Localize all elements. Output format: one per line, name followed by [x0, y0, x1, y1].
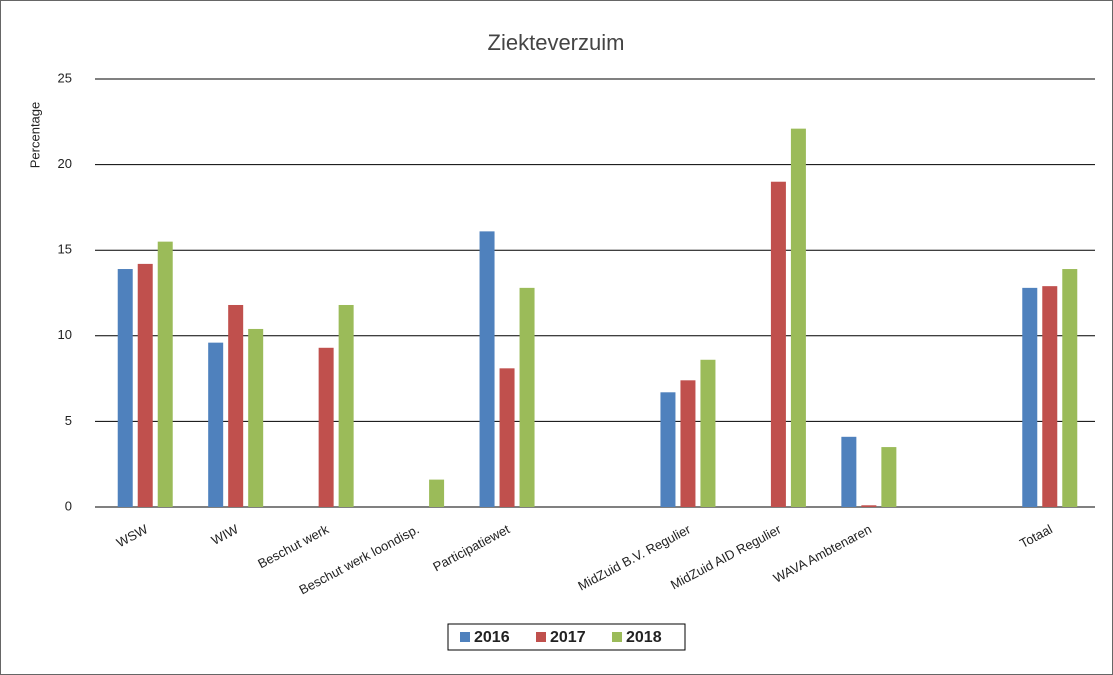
bar	[157, 241, 173, 507]
bar	[680, 380, 696, 507]
bar	[1062, 269, 1078, 507]
bar	[841, 436, 857, 507]
bar	[228, 304, 244, 507]
y-tick-label: 25	[58, 70, 72, 85]
legend-label: 2018	[626, 629, 662, 646]
bar	[790, 128, 806, 507]
bar	[1042, 286, 1058, 507]
bar	[318, 347, 334, 507]
legend-swatch	[612, 632, 622, 642]
y-tick-label: 10	[58, 327, 72, 342]
bar	[861, 505, 877, 507]
legend: 2016 2017 2018	[447, 623, 686, 651]
y-tick-label: 15	[58, 242, 72, 257]
bar	[338, 304, 354, 507]
bar	[429, 479, 445, 507]
legend-label: 2016	[474, 629, 510, 646]
bar	[660, 392, 676, 507]
bar	[700, 359, 716, 507]
bar	[137, 263, 153, 507]
bar	[770, 181, 786, 507]
chart-title: Ziekteverzuim	[488, 30, 625, 55]
bar	[1022, 287, 1038, 507]
bar	[117, 269, 133, 507]
bar	[499, 368, 515, 507]
legend-swatch	[536, 632, 546, 642]
bar	[881, 447, 897, 507]
y-tick-label: 0	[65, 498, 72, 513]
y-tick-label: 5	[65, 413, 72, 428]
legend-swatch	[460, 632, 470, 642]
bar	[248, 328, 264, 507]
legend-label: 2017	[550, 629, 586, 646]
bar	[208, 342, 224, 507]
bar	[479, 231, 495, 508]
bar	[519, 287, 535, 507]
y-axis-label: Percentage	[27, 102, 42, 169]
y-tick-label: 20	[58, 156, 72, 171]
legend-box	[447, 623, 686, 651]
